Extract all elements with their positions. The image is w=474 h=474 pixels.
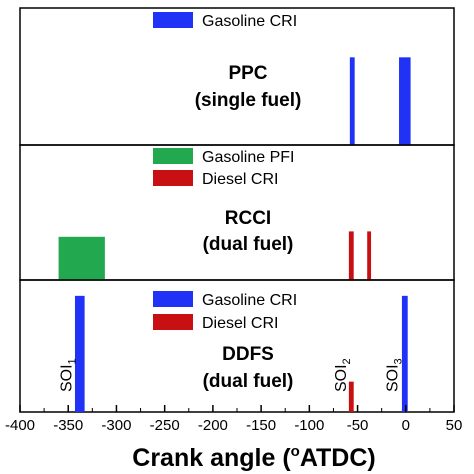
bar-gasoline-cri [74, 295, 85, 412]
panel-rcci: Gasoline PFI Diesel CRI RCCI (dual fuel) [19, 144, 455, 281]
x-tick-label: -400 [5, 417, 35, 434]
panel-subtitle: (dual fuel) [203, 371, 294, 392]
bar-gasoline-cri [349, 57, 355, 145]
legend-label: Gasoline PFI [202, 149, 294, 166]
legend-label: Diesel CRI [202, 171, 278, 188]
bar-diesel-cri [348, 381, 354, 412]
panel-title: DDFS [222, 344, 274, 365]
legend-swatch [153, 314, 193, 330]
x-axis-label: Crank angle (oATDC) [132, 443, 375, 472]
x-tick-label: -50 [347, 417, 369, 434]
x-axis: -400 -350 -300 -250 -200 -150 -100 -50 0 50 [5, 405, 462, 434]
x-tick-label: -350 [53, 417, 83, 434]
soi-label: SOI2 [333, 358, 353, 392]
legend-swatch [153, 170, 193, 186]
bar-gasoline-cri [399, 57, 411, 145]
x-tick-label: -200 [198, 417, 228, 434]
legend-label: Gasoline CRI [202, 292, 297, 309]
x-tick-label: -100 [294, 417, 324, 434]
panel-title: PPC [228, 63, 267, 84]
panel-ppc: Gasoline CRI PPC (single fuel) [19, 7, 455, 146]
bar-gasoline-cri [401, 295, 408, 412]
x-tick-label: 0 [402, 417, 410, 434]
bar-diesel-cri [348, 231, 354, 280]
legend-label: Diesel CRI [202, 315, 278, 332]
panel-subtitle: (single fuel) [195, 90, 302, 111]
panels-group: Gasoline CRI PPC (single fuel) Gasoline PFI… [19, 7, 455, 413]
soi-label: SOI1 [58, 358, 78, 392]
panel-ddfs: Gasoline CRI Diesel CRI DDFS (dual fuel) SOI… [19, 279, 455, 413]
x-tick-label: -150 [246, 417, 276, 434]
x-tick-label: -300 [101, 417, 131, 434]
legend-swatch [153, 291, 193, 307]
panel-subtitle: (dual fuel) [203, 234, 294, 255]
x-tick-label: -250 [150, 417, 180, 434]
legend-swatch [153, 148, 193, 164]
legend-label: Gasoline CRI [202, 13, 297, 30]
bar-gasoline-pfi [58, 236, 105, 280]
bar-diesel-cri [367, 231, 372, 280]
legend-swatch [153, 12, 193, 28]
x-tick-label: 50 [446, 417, 463, 434]
soi-label: SOI3 [384, 358, 404, 392]
panel-title: RCCI [225, 208, 271, 229]
